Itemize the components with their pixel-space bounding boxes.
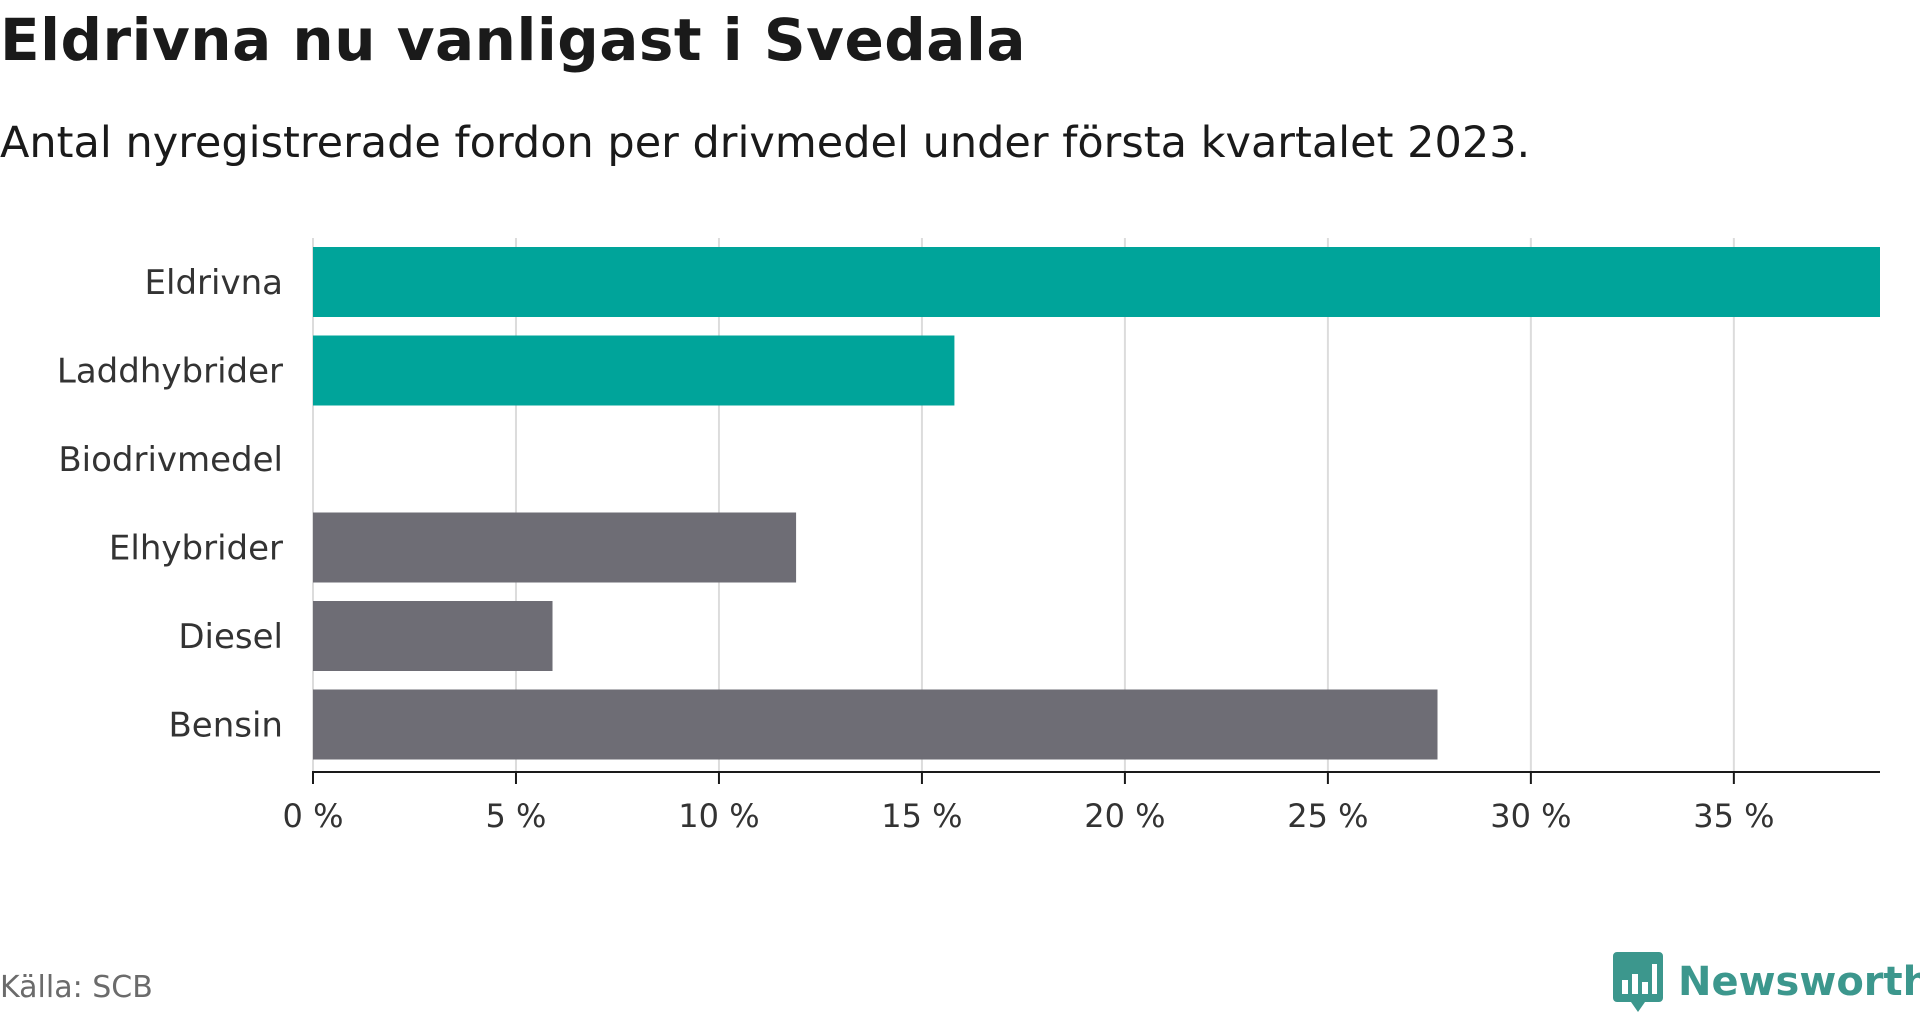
x-tick-label: 10 % [678, 797, 759, 835]
bar-chart: Eldrivna Laddhybrider Biodrivmedel Elhybrid… [57, 238, 1880, 835]
gridlines [312, 238, 1735, 772]
category-label: Eldrivna [145, 263, 283, 303]
x-axis: 0 % 5 % 10 % 15 % 20 % 25 % 30 % 35 % [283, 771, 1880, 835]
x-tick-label: 30 % [1490, 797, 1571, 835]
source-note: Källa: SCB [0, 970, 153, 1005]
newsworthy-logo-icon [1613, 952, 1663, 1012]
bar-elhybrider [313, 512, 797, 583]
category-labels: Eldrivna Laddhybrider Biodrivmedel Elhybrid… [57, 263, 283, 746]
category-label: Elhybrider [109, 529, 283, 569]
chart-title: Eldrivna nu vanligast i Svedala [0, 6, 1026, 74]
category-label: Diesel [178, 617, 283, 657]
logo-text: Newsworthy [1678, 959, 1920, 1005]
x-tick-label: 35 % [1693, 797, 1774, 835]
x-tick-label: 5 % [486, 797, 547, 835]
chart-subtitle: Antal nyregistrerade fordon per drivmede… [0, 118, 1531, 168]
x-tick-label: 15 % [881, 797, 962, 835]
bar-laddhybrider [313, 335, 955, 406]
category-label: Biodrivmedel [58, 440, 283, 480]
x-tick-label: 20 % [1084, 797, 1165, 835]
bar-diesel [313, 601, 553, 671]
bars [313, 247, 1880, 760]
x-tick-label: 25 % [1287, 797, 1368, 835]
newsworthy-logo: Newsworthy [1613, 952, 1920, 1012]
bar-bensin [313, 689, 1438, 760]
bar-eldrivna [313, 247, 1880, 317]
x-tick-label: 0 % [283, 797, 344, 835]
category-label: Bensin [168, 706, 283, 746]
category-label: Laddhybrider [57, 352, 283, 392]
